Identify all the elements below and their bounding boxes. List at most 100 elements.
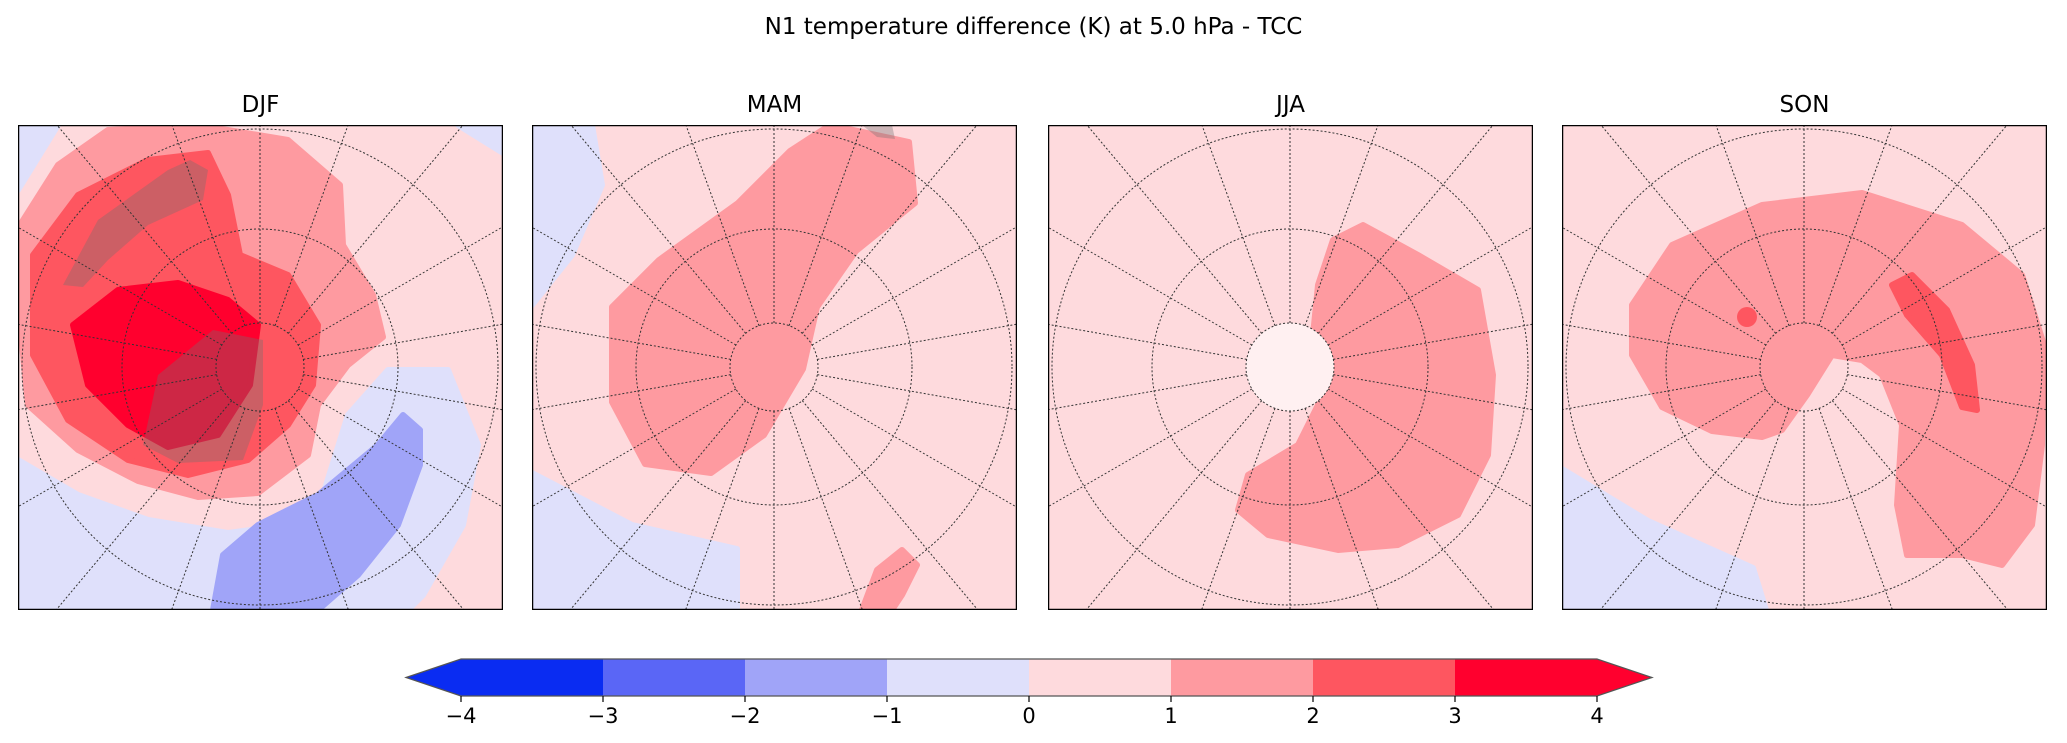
significance-shading <box>862 125 895 139</box>
contour-region <box>609 125 918 476</box>
map-frame <box>1562 125 2047 610</box>
panel-title-djf: DJF <box>241 92 280 118</box>
map-son <box>1562 125 2047 610</box>
meridian-line <box>1333 374 1533 411</box>
contour-region <box>859 547 920 610</box>
contour-region <box>70 280 261 450</box>
map-jja <box>1048 125 1533 610</box>
meridian-line <box>1562 323 1761 360</box>
significance-shading <box>143 330 263 463</box>
meridian-line <box>1048 374 1247 411</box>
meridian-line <box>569 400 747 610</box>
colorbar-tick-label: 2 <box>1306 704 1320 728</box>
meridian-line <box>1317 125 1494 334</box>
map-frame <box>532 125 1017 610</box>
map-panel-mam <box>532 125 1017 610</box>
meridian-line <box>1831 125 2008 334</box>
colorbar-segment <box>1313 659 1456 696</box>
map-panel-son <box>1562 125 2047 610</box>
colorbar-segment <box>1455 659 1598 696</box>
meridian-line <box>1600 125 1777 334</box>
meridian-line <box>532 374 731 411</box>
panel-title-son: SON <box>1779 92 1830 118</box>
contour-region <box>1629 190 2047 568</box>
meridian-line <box>570 125 747 334</box>
colorbar-svg <box>404 658 1654 702</box>
meridian-line <box>1841 388 2047 508</box>
meridian-line <box>532 388 737 508</box>
colorbar-tick-label: −4 <box>445 704 477 728</box>
meridian-line <box>1086 125 1263 334</box>
meridian-line <box>1048 388 1253 508</box>
meridian-line <box>1818 125 1893 326</box>
colorbar-tick-label: −3 <box>587 704 619 728</box>
meridian-line <box>1327 226 1533 346</box>
meridian-line <box>817 323 1017 360</box>
meridian-line <box>287 125 464 334</box>
contour-region <box>210 412 423 610</box>
meridian-line <box>1715 125 1790 326</box>
meridian-line <box>18 374 217 411</box>
meridian-line <box>1841 226 2047 346</box>
colorbar-tick-label: 3 <box>1448 704 1462 728</box>
contour-region <box>1246 323 1334 411</box>
meridian-line <box>1317 400 1495 610</box>
map-frame <box>18 125 503 610</box>
colorbar-extend-low <box>406 659 461 696</box>
panel-title-jja: JJA <box>1276 92 1305 118</box>
contour-region <box>455 125 503 156</box>
map-frame <box>1048 125 1533 610</box>
colorbar-tick-label: 0 <box>1022 704 1036 728</box>
meridian-line <box>1831 400 2009 610</box>
colorbar-tick-label: 1 <box>1164 704 1178 728</box>
meridian-line <box>274 125 349 326</box>
meridian-line <box>56 125 233 334</box>
colorbar-tick-label: −2 <box>729 704 761 728</box>
meridian-line <box>1327 388 1533 508</box>
meridian-line <box>1048 226 1253 346</box>
contour-region <box>1737 307 1757 327</box>
meridian-line <box>303 323 503 360</box>
map-mam <box>532 125 1017 610</box>
meridian-line <box>811 226 1017 346</box>
meridian-line <box>1562 374 1761 411</box>
meridian-line <box>811 388 1017 508</box>
meridian-line <box>532 226 737 346</box>
meridian-line <box>1847 323 2047 360</box>
meridian-line <box>1562 388 1767 508</box>
meridian-line <box>18 388 223 508</box>
meridian-line <box>1304 125 1379 326</box>
meridian-line <box>1201 125 1276 326</box>
meridian-line <box>287 400 465 610</box>
meridian-line <box>1333 323 1533 360</box>
colorbar-tick-label: 4 <box>1590 704 1604 728</box>
contour-region <box>1562 466 1769 610</box>
meridian-line <box>1048 323 1247 360</box>
colorbar-segment <box>745 659 888 696</box>
panel-title-mam: MAM <box>746 92 803 118</box>
meridian-line <box>303 374 503 411</box>
meridian-line <box>18 323 217 360</box>
meridian-line <box>1085 400 1263 610</box>
map-panel-djf <box>18 125 503 610</box>
colorbar <box>400 652 1662 706</box>
contour-region <box>18 125 61 193</box>
meridian-line <box>532 323 731 360</box>
contour-region <box>1235 222 1496 553</box>
colorbar-segment <box>1029 659 1172 696</box>
meridian-line <box>801 125 978 334</box>
meridian-line <box>297 226 503 346</box>
colorbar-segment <box>461 659 604 696</box>
meridian-line <box>55 400 233 610</box>
map-djf <box>18 125 503 610</box>
meridian-line <box>788 125 863 326</box>
significance-shading <box>63 160 208 287</box>
meridian-line <box>297 388 503 508</box>
meridian-line <box>18 226 223 346</box>
colorbar-tick-label: −1 <box>871 704 903 728</box>
meridian-line <box>801 400 979 610</box>
meridian-line <box>1847 374 2047 411</box>
colorbar-segment <box>603 659 746 696</box>
meridian-line <box>171 125 246 326</box>
colorbar-extend-high <box>1597 659 1652 696</box>
